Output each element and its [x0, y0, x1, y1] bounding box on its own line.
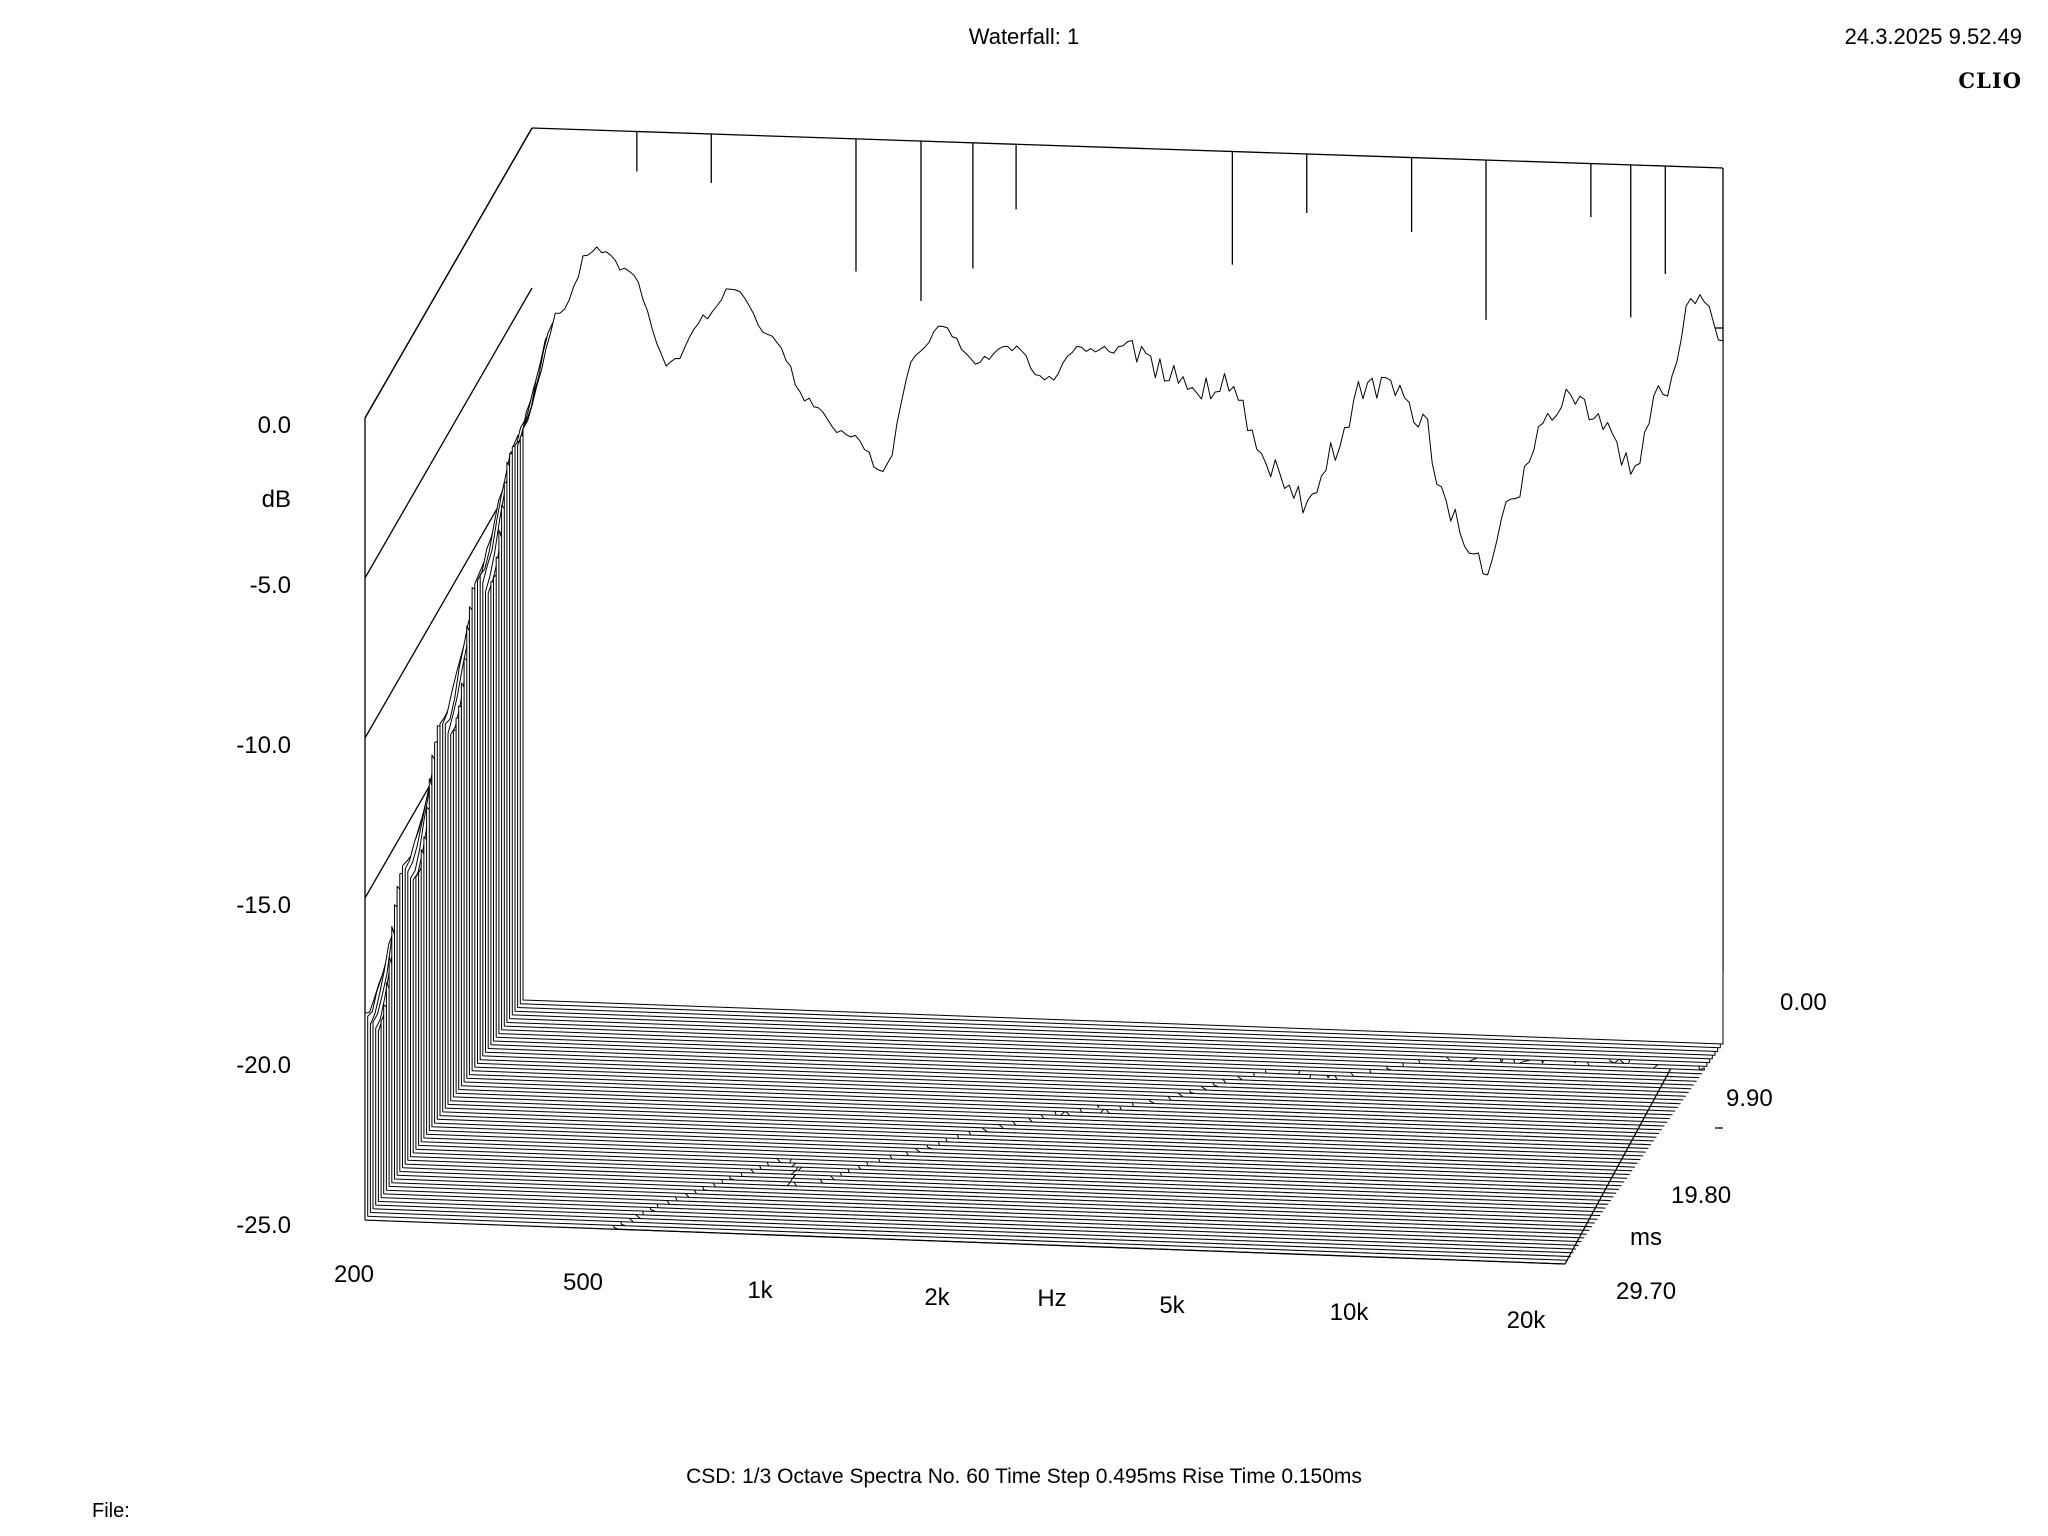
- x-tick-label: 20k: [1507, 1307, 1547, 1334]
- z-tick-label: 0.00: [1780, 989, 1827, 1016]
- z-tick-label: 29.70: [1616, 1278, 1676, 1305]
- z-tick-label: 9.90: [1726, 1085, 1773, 1112]
- spectrum-slices: [364, 246, 1724, 1265]
- x-tick-label: 2k: [924, 1284, 950, 1311]
- z-tick-label: 19.80: [1671, 1182, 1731, 1209]
- y-tick-label: -25.0: [236, 1212, 291, 1239]
- timestamp: 24.3.2025 9.52.49: [1844, 24, 2022, 49]
- x-tick-label: 200: [334, 1261, 374, 1288]
- y-tick-label: -20.0: [236, 1052, 291, 1079]
- x-tick-label: 5k: [1159, 1292, 1185, 1319]
- chart-title: Waterfall: 1: [968, 24, 1080, 49]
- side-wall-gridline: [364, 287, 533, 579]
- spectrum-slice: [522, 246, 1724, 1045]
- brand-logo: CLIO: [1958, 68, 2022, 93]
- y-tick-label: 0.0: [258, 412, 291, 439]
- z-axis-label: ms: [1630, 1224, 1662, 1251]
- measurement-info: CSD: 1/3 Octave Spectra No. 60 Time Step…: [686, 1465, 1362, 1488]
- x-tick-label: 10k: [1330, 1299, 1370, 1326]
- x-tick-label: 1k: [747, 1277, 773, 1304]
- y-tick-label: -15.0: [236, 892, 291, 919]
- side-wall-gridline: [364, 127, 533, 419]
- x-tick-label: 500: [563, 1269, 603, 1296]
- axis-tick-labels: 200 500 1k 2k 5k 10k 20k 0.0 -5.0 -10.0 -15.0 -20.0…: [236, 412, 1826, 1334]
- y-tick-label: -10.0: [236, 732, 291, 759]
- file-label: File:: [92, 1500, 130, 1522]
- x-axis-label: Hz: [1037, 1285, 1066, 1312]
- frame-edge: [531, 127, 1724, 169]
- y-tick-label: -5.0: [250, 572, 291, 599]
- y-axis-label: dB: [262, 486, 291, 513]
